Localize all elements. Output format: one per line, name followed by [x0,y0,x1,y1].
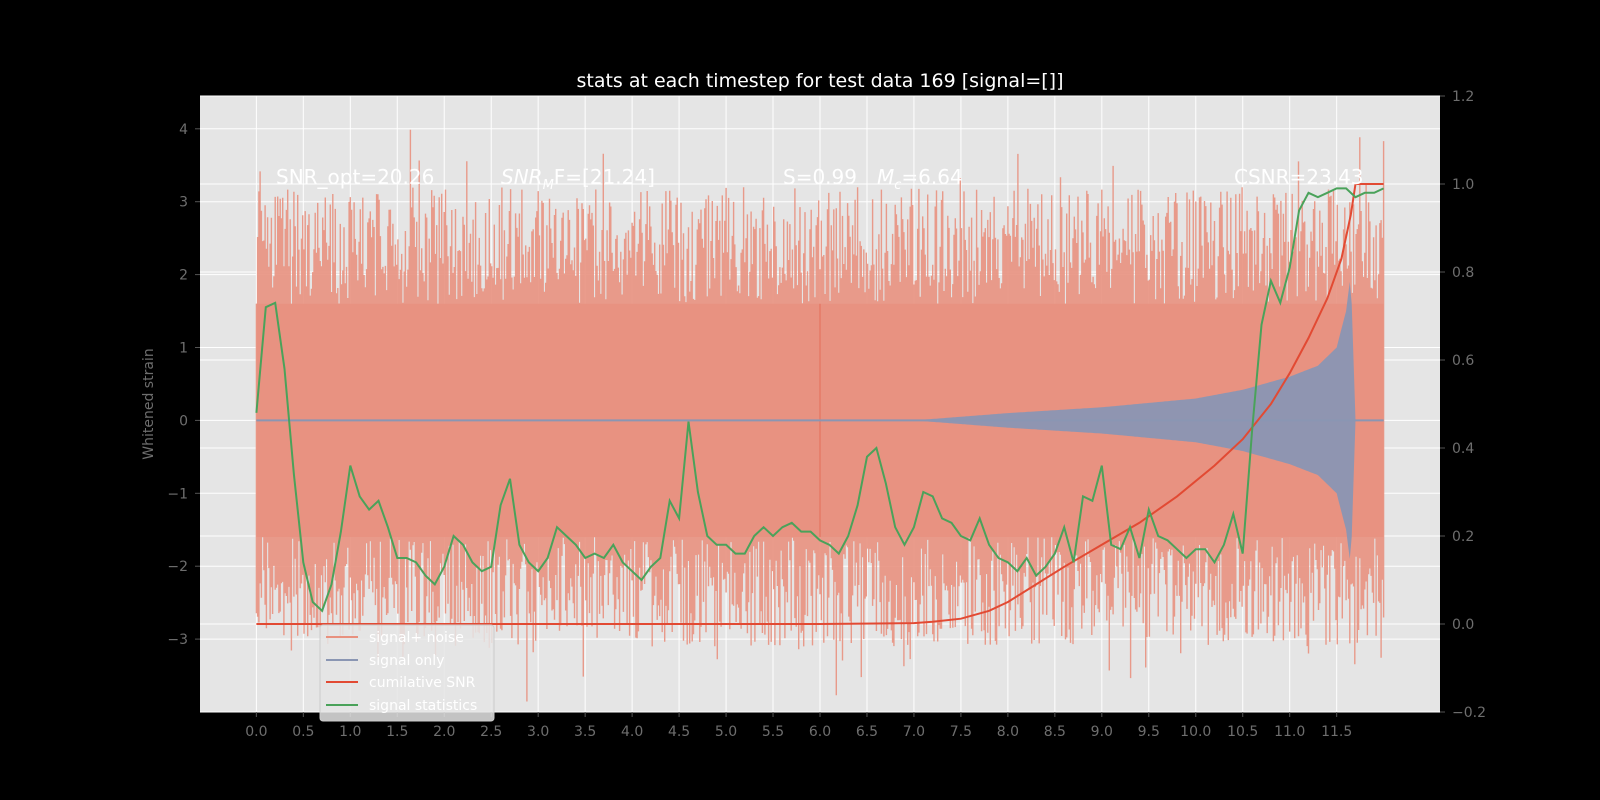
y-tick-label: 0 [179,413,188,429]
s-value-annotation: S=0.99 [783,165,857,189]
legend-label-signal: signal only [369,653,444,669]
x-tick-label: 7.5 [950,724,972,740]
legend-label-noise: signal+ noise [369,630,464,646]
x-tick-label: 10.0 [1180,724,1211,740]
x-tick-label: 8.5 [1044,724,1066,740]
y2-tick-label: 1.0 [1452,177,1474,193]
y2-tick-label: 0.4 [1452,441,1474,457]
x-tick-label: 6.5 [856,724,878,740]
y2-tick-label: −0.2 [1452,705,1486,721]
y-tick-label: −3 [167,632,188,648]
x-tick-label: 2.5 [480,724,502,740]
cumulative-snr-line [256,183,1384,625]
y-tick-label: −1 [167,486,188,502]
x-tick-label: 9.5 [1138,724,1160,740]
mc-subscript: c [894,178,901,193]
mc-annotation: Mc=6.64 [877,165,963,193]
x-tick-label: 5.0 [715,724,737,740]
ticks: 0.0 0.5 1.0 1.5 2.0 2.5 3.0 3.5 4.0 4.5 5.0 5.5 6.0 6… [167,89,1486,740]
line-series [255,183,1385,625]
snr-mf-rest: F=[21.24] [554,165,655,189]
snr-opt-annotation: SNR_opt=20.26 [276,165,434,189]
legend-label-cumulative: cumilative SNR [369,675,476,691]
x-tick-label: 4.0 [621,724,643,740]
y-tick-label: 4 [179,122,188,138]
x-tick-label: 7.0 [903,724,925,740]
x-tick-label: 4.5 [668,724,690,740]
x-tick-label: 2.0 [433,724,455,740]
x-tick-label: 11.0 [1274,724,1305,740]
mc-rest: =6.64 [901,165,962,189]
x-tick-label: 0.0 [245,724,267,740]
snr-mf-base: SNR [501,165,543,189]
x-tick-label: 3.5 [574,724,596,740]
x-tick-label: 9.0 [1091,724,1113,740]
x-tick-label: 11.5 [1321,724,1352,740]
legend: signal+ noise signal only cumilative SNR… [319,624,495,722]
y2-tick-label: 1.2 [1452,89,1474,105]
csnr-annotation: CSNR=23.43 [1234,165,1364,189]
y-tick-label: 1 [179,341,188,357]
y2-tick-label: 0.6 [1452,353,1474,369]
y-tick-label: −2 [167,559,188,575]
x-tick-label: 3.0 [527,724,549,740]
signal-chirp [256,281,1384,559]
x-tick-label: 10.5 [1227,724,1258,740]
y2-tick-label: 0.8 [1452,265,1474,281]
x-tick-label: 6.0 [809,724,831,740]
snr-mf-annotation: SNRMF=[21.24] [501,165,655,193]
y-tick-label: 2 [179,268,188,284]
signal-statistics-line [255,187,1385,613]
chart-title: stats at each timestep for test data 169… [576,70,1063,92]
x-tick-label: 5.5 [762,724,784,740]
y-tick-label: 3 [179,195,188,211]
y2-tick-label: 0.0 [1452,617,1474,633]
x-tick-label: 0.5 [292,724,314,740]
legend-label-statistics: signal statistics [369,698,477,714]
x-tick-label: 1.5 [386,724,408,740]
y2-tick-label: 0.2 [1452,529,1474,545]
mc-base: M [877,165,894,189]
x-tick-label: 1.0 [339,724,361,740]
snr-mf-subscript: M [543,178,554,193]
y-axis-label: Whitened strain [141,348,157,459]
legend-box [319,624,495,722]
x-tick-label: 8.0 [997,724,1019,740]
